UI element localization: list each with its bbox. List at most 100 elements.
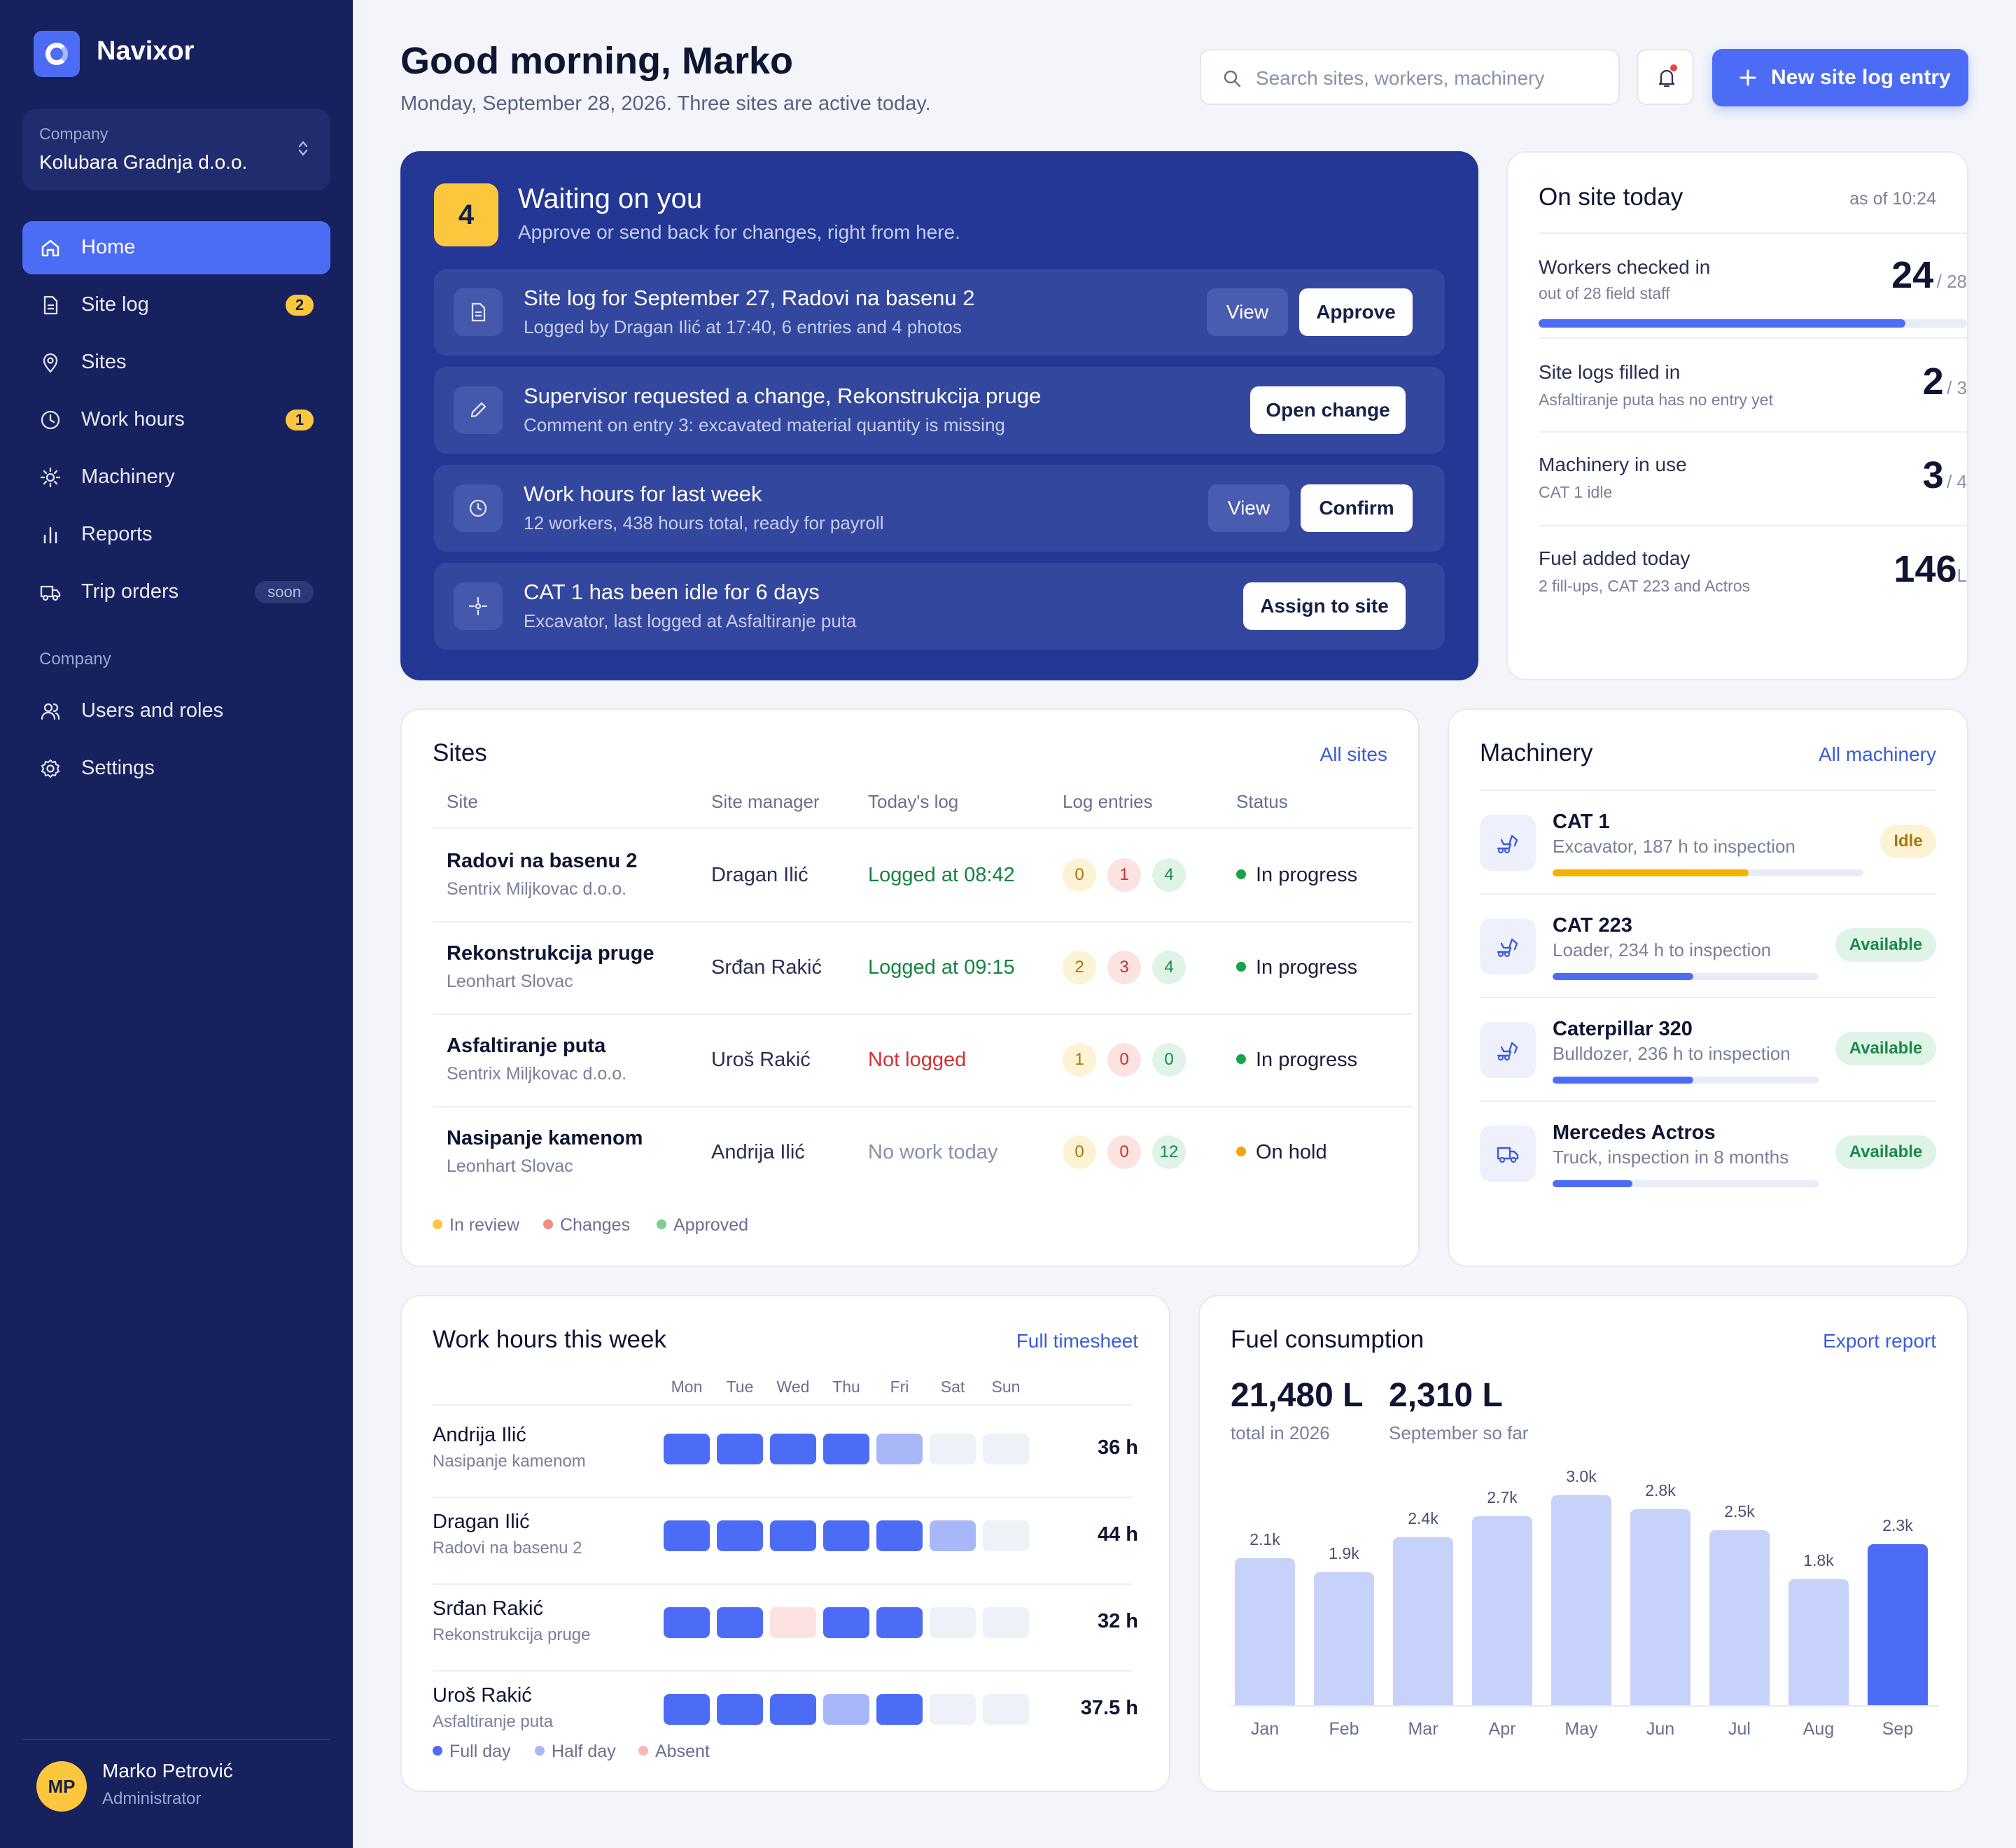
day-header: Thu (832, 1378, 860, 1396)
approve-button[interactable]: Approve (1299, 288, 1413, 336)
x-tick-label: Sep (1882, 1719, 1914, 1739)
stat-value: 2 / 3 (1923, 360, 1967, 403)
fuel-bar-feb[interactable] (1314, 1572, 1374, 1705)
site-manager: Srđan Rakić (711, 956, 822, 979)
fuel-title: Fuel consumption (1231, 1326, 1424, 1353)
x-tick-label: Aug (1802, 1719, 1835, 1739)
entries-in-review: 0 (1063, 1135, 1096, 1169)
stat-row: Workers checked in out of 28 field staff… (1539, 232, 1967, 337)
full-timesheet-link[interactable]: Full timesheet (1016, 1330, 1138, 1352)
fuel-bar-sep[interactable] (1868, 1544, 1928, 1705)
sidebar-item-label: Trip orders (81, 580, 179, 603)
status-badge: On hold (1236, 1141, 1327, 1164)
export-report-link[interactable]: Export report (1823, 1330, 1936, 1352)
legend-label: Approved (673, 1215, 749, 1235)
x-tick-label: Jul (1728, 1719, 1751, 1739)
divider (433, 1670, 1133, 1672)
machinery-title: Machinery (1480, 739, 1593, 766)
fuel-bar-jul[interactable] (1709, 1530, 1770, 1705)
machine-icon-box (1480, 1126, 1536, 1182)
avatar[interactable]: MP (36, 1761, 87, 1812)
company-switcher[interactable]: Company Kolubara Gradnja d.o.o. (22, 109, 330, 190)
bar-value-label: 1.8k (1803, 1551, 1834, 1569)
sidebar-item-work-hours[interactable]: Work hours 1 (22, 393, 330, 447)
day-cell-full (770, 1694, 816, 1725)
status-dot (1236, 962, 1246, 972)
machine-name: Caterpillar 320 (1553, 1018, 1693, 1040)
on-site-title: On site today (1539, 183, 1684, 211)
search-placeholder: Search sites, workers, machinery (1256, 67, 1545, 89)
view-button[interactable]: View (1208, 484, 1289, 532)
cog-icon (40, 467, 61, 488)
stat-label: Workers checked in (1539, 256, 1711, 278)
stat-number: 3 (1922, 454, 1944, 496)
assign-to-site-button[interactable]: Assign to site (1243, 582, 1406, 630)
day-header: Mon (671, 1378, 703, 1396)
worker-total-hours: 32 h (1097, 1610, 1138, 1632)
sidebar-item-home[interactable]: Home (22, 221, 330, 274)
sidebar-item-reports[interactable]: Reports (22, 508, 330, 561)
on-site-card: On site today as of 10:24 Workers checke… (1506, 151, 1968, 680)
new-site-log-button[interactable]: New site log entry (1712, 49, 1968, 106)
waiting-item-icon (454, 386, 503, 434)
all-machinery-link[interactable]: All machinery (1818, 743, 1936, 765)
entries-approved: 12 (1152, 1135, 1186, 1169)
x-tick-label: Jun (1646, 1719, 1675, 1739)
machine-icon-box (1480, 815, 1536, 871)
sites-title: Sites (433, 739, 487, 766)
bar-value-label: 2.4k (1408, 1509, 1438, 1527)
table-divider (433, 827, 1413, 829)
chevron-updown-icon (298, 141, 308, 156)
legend-dot (638, 1746, 648, 1756)
sidebar-item-trip-orders[interactable]: Trip orders soon (22, 566, 330, 619)
day-cell-half (823, 1694, 869, 1725)
waiting-count-badge: 4 (434, 183, 498, 246)
fuel-bar-may[interactable] (1551, 1495, 1611, 1705)
day-cell-full (717, 1434, 763, 1464)
machine-name: CAT 223 (1553, 914, 1632, 937)
sidebar-item-site-log[interactable]: Site log 2 (22, 279, 330, 332)
inspection-progress-fill (1553, 869, 1749, 876)
bar-value-label: 2.1k (1250, 1530, 1280, 1548)
sidebar-item-machinery[interactable]: Machinery (22, 451, 330, 504)
site-company: Sentrix Miljkovac d.o.o. (447, 879, 627, 899)
sidebar-item-users-and-roles[interactable]: Users and roles (22, 685, 330, 738)
stat-label: Fuel added today (1539, 547, 1690, 569)
waiting-title: Waiting on you (518, 183, 703, 214)
status-label: On hold (1256, 1141, 1327, 1163)
workers-progress-bar (1539, 319, 1967, 328)
worker-site: Radovi na basenu 2 (433, 1539, 582, 1558)
document-icon (43, 295, 58, 315)
day-cell-full (664, 1607, 710, 1638)
waiting-item-icon (454, 484, 503, 532)
open-change-button[interactable]: Open change (1250, 386, 1406, 434)
stat-value: 24 / 28 (1891, 253, 1967, 297)
legend-item: Approved (657, 1215, 748, 1236)
site-manager: Dragan Ilić (711, 864, 808, 886)
fuel-bar-apr[interactable] (1472, 1516, 1532, 1705)
fuel-bar-jun[interactable] (1630, 1509, 1690, 1705)
brand-name[interactable]: Navixor (97, 36, 195, 66)
view-button[interactable]: View (1207, 288, 1288, 336)
company-switcher-name: Kolubara Gradnja d.o.o. (39, 151, 248, 173)
fuel-bar-jan[interactable] (1235, 1558, 1295, 1705)
divider (1480, 790, 1936, 791)
fuel-bar-mar[interactable] (1393, 1537, 1453, 1705)
status-dot (1236, 869, 1246, 880)
fuel-bar-aug[interactable] (1788, 1579, 1849, 1705)
notifications-button[interactable] (1637, 49, 1694, 105)
sidebar-item-sites[interactable]: Sites (22, 336, 330, 389)
site-name: Radovi na basenu 2 (447, 850, 638, 872)
search-input[interactable]: Search sites, workers, machinery (1200, 49, 1620, 105)
bar-chart-icon (43, 526, 57, 544)
day-cell-full (717, 1607, 763, 1638)
confirm-button[interactable]: Confirm (1301, 484, 1413, 532)
bar-value-label: 2.8k (1645, 1481, 1676, 1499)
brand-logo[interactable] (34, 31, 80, 77)
stat-row: Machinery in use CAT 1 idle 3 / 4 (1539, 431, 1967, 525)
all-sites-link[interactable]: All sites (1320, 743, 1387, 765)
inspection-progress-fill (1553, 1180, 1632, 1187)
bar-value-label: 2.7k (1487, 1488, 1518, 1506)
column-header: Site (447, 791, 478, 812)
sidebar-item-settings[interactable]: Settings (22, 742, 330, 795)
